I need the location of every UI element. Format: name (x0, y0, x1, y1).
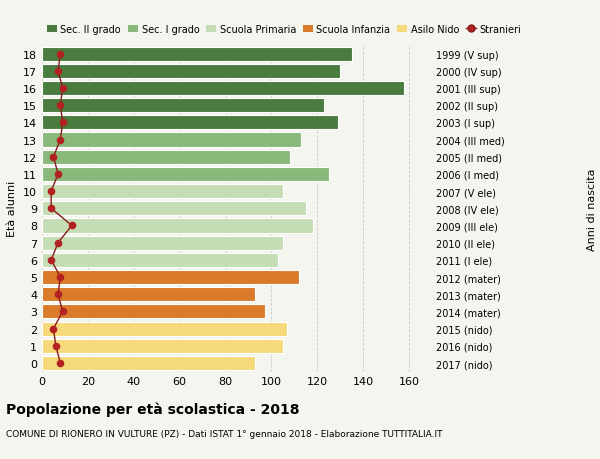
Bar (42, 133, 301, 147)
Text: Popolazione per età scolastica - 2018: Popolazione per età scolastica - 2018 (6, 402, 299, 416)
Point (67, 222, 77, 230)
Bar (42, 236, 283, 250)
Bar (42, 47, 352, 62)
Bar (42, 202, 306, 216)
Text: COMUNE DI RIONERO IN VULTURE (PZ) - Dati ISTAT 1° gennaio 2018 - Elaborazione TU: COMUNE DI RIONERO IN VULTURE (PZ) - Dati… (6, 429, 443, 438)
Bar (42, 253, 278, 267)
Bar (42, 116, 338, 130)
Point (53, 68, 63, 75)
Point (49, 154, 58, 161)
Bar (42, 219, 313, 233)
Point (56, 137, 65, 144)
Point (53, 291, 63, 298)
Point (56, 274, 65, 281)
Point (58, 308, 67, 315)
Point (46, 205, 56, 213)
Point (46, 188, 56, 196)
Legend: Sec. II grado, Sec. I grado, Scuola Primaria, Scuola Infanzia, Asilo Nido, Stran: Sec. II grado, Sec. I grado, Scuola Prim… (47, 24, 521, 34)
Point (56, 359, 65, 367)
Bar (42, 322, 287, 336)
Bar (42, 168, 329, 182)
Bar (42, 185, 283, 199)
Point (53, 171, 63, 178)
Bar (42, 305, 265, 319)
Point (56, 51, 65, 58)
Bar (42, 99, 324, 113)
Y-axis label: Età alunni: Età alunni (7, 181, 17, 237)
Point (46, 257, 56, 264)
Text: Anni di nascita: Anni di nascita (587, 168, 597, 250)
Point (49, 325, 58, 333)
Bar (42, 356, 256, 370)
Point (53, 240, 63, 247)
Bar (42, 339, 283, 353)
Bar (42, 288, 256, 302)
Point (58, 85, 67, 92)
Point (58, 119, 67, 127)
Point (56, 102, 65, 110)
Bar (42, 270, 299, 285)
Bar (42, 151, 290, 164)
Point (51, 342, 61, 350)
Bar (42, 82, 404, 96)
Bar (42, 65, 340, 78)
